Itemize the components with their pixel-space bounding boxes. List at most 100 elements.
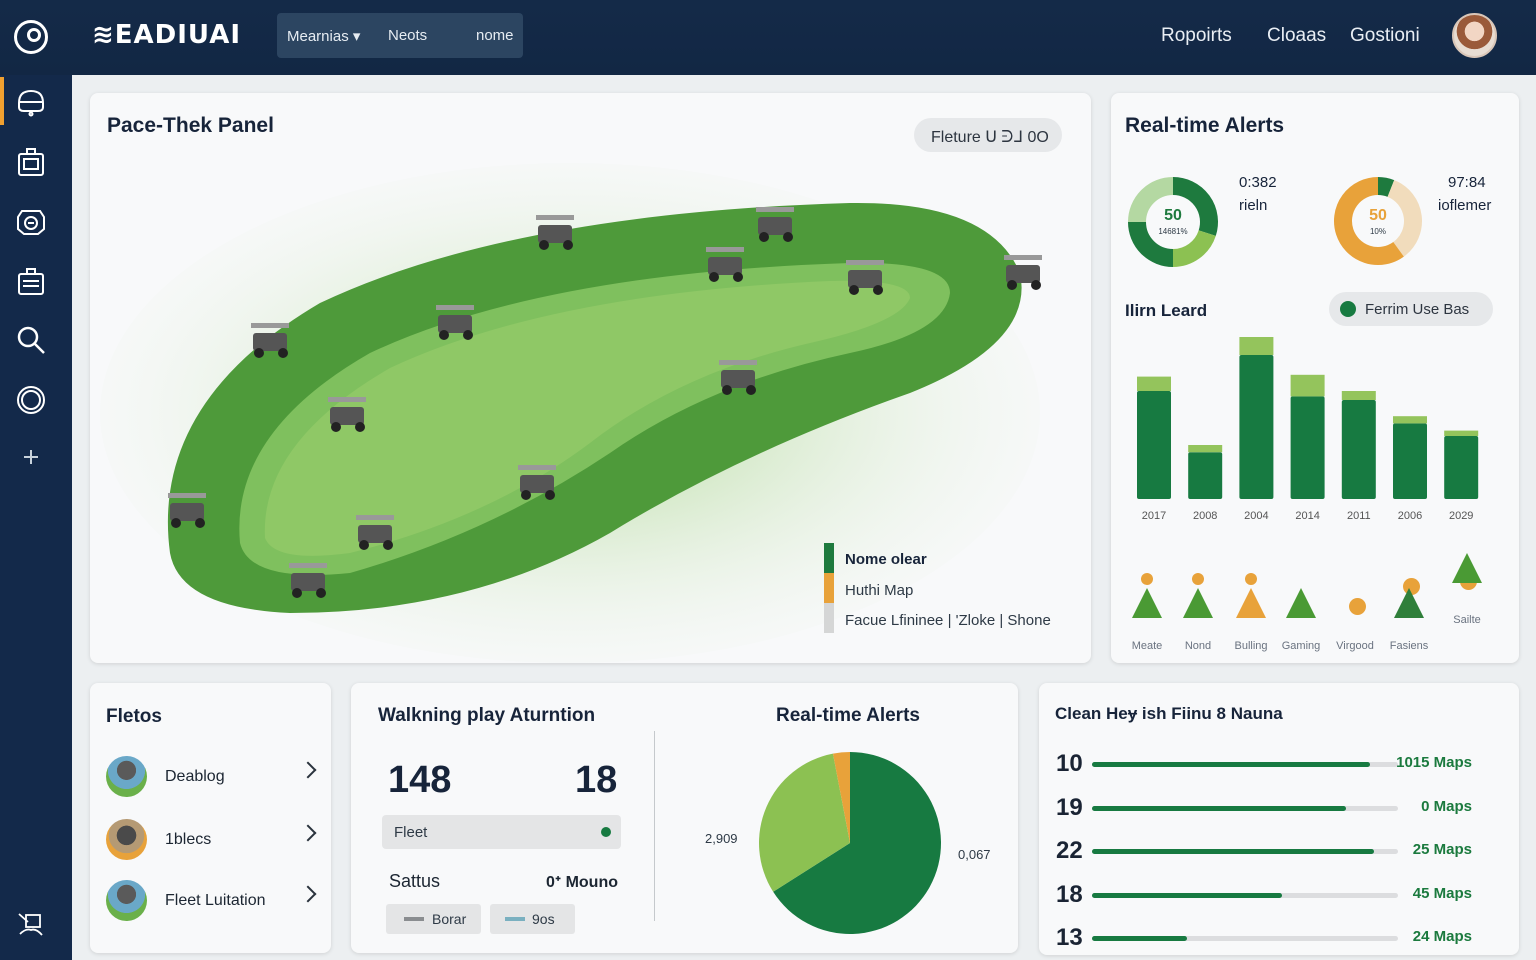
donut-side-value: 97:84 [1448,174,1486,191]
bar-base[interactable] [1239,355,1274,499]
category-icon-item[interactable]: Fasiens [1389,548,1429,652]
pie-label-left: 2,909 [705,831,738,846]
golf-cart-marker[interactable] [998,253,1050,293]
bar-chart-legend-pill[interactable]: Ferrim Use Bas [1329,292,1493,326]
donut-chart-orange[interactable] [1333,176,1423,266]
x-tick-label: 2029 [1449,510,1473,522]
bar-base[interactable] [1341,400,1376,499]
category-label: Gaming [1281,640,1321,652]
row-value: 25 Maps [1412,841,1472,858]
progress-row: 18 45 Maps [1056,881,1496,911]
fleet-cart-avatar [106,819,147,860]
dot-icon [1141,573,1153,585]
user-avatar[interactable] [1452,13,1497,58]
donut-chart-green[interactable] [1127,176,1219,268]
bar-base[interactable] [1393,423,1427,499]
link-cloaas[interactable]: Cloaas [1267,25,1327,46]
progress-row: 19 0 Maps [1056,794,1496,824]
pie-title: Real-time Alerts [776,705,920,726]
chip-borar[interactable]: Borar [386,904,481,934]
golf-cart-marker[interactable] [162,491,214,531]
donut-segment [1128,221,1174,267]
pie-slice[interactable] [759,753,850,892]
golf-cart-marker[interactable] [713,358,765,398]
bar-top[interactable] [1188,445,1223,453]
row-number: 10 [1056,750,1083,777]
walking-title: Walkning play Aturntion [378,705,596,726]
fleet-field[interactable]: Fleet [382,815,621,849]
category-icon-item[interactable]: Nond [1178,548,1218,652]
golf-cart-marker[interactable] [245,321,297,361]
golf-cart-marker[interactable] [283,561,335,601]
search-icon[interactable] [14,323,48,357]
fleet-label: Deablog [165,768,225,785]
golf-cart-marker[interactable] [530,213,582,253]
divider [654,731,655,921]
bar-top[interactable] [1239,337,1274,355]
pie-chart[interactable] [758,751,942,935]
category-label: Nond [1184,640,1212,652]
category-icon-item[interactable]: Bulling [1231,548,1271,652]
bar-chart: 2017 2008 2004 2014 2011 2006 2029 [1137,337,1479,522]
pie-slice[interactable] [832,752,850,843]
briefcase-icon[interactable] [14,264,48,298]
status-value: 0ᐩ Mouno [546,874,618,891]
category-icon-item[interactable]: Gaming [1281,548,1321,652]
bar-top[interactable] [1393,416,1427,424]
category-icon-item[interactable]: Virgood [1335,548,1375,652]
link-reports[interactable]: Ropoirts [1161,25,1232,46]
fleet-list-item[interactable]: Fleet Luitation [106,880,318,922]
target-icon[interactable] [14,383,48,417]
progress-panel: Clean Heɏ ish Fiinu 8 Nauna [1039,683,1519,955]
link-gostioni[interactable]: Gostioni [1350,25,1420,46]
legend-swatch-green [824,543,834,573]
progress-fill [1092,762,1371,767]
legend-swatch-gray [824,603,834,633]
golf-cart-marker[interactable] [750,205,802,245]
golf-cart-marker[interactable] [430,303,482,343]
category-icon-item[interactable]: Meate [1127,548,1167,652]
bar-top[interactable] [1290,374,1325,397]
fleet-list-item[interactable]: Deablog [106,756,318,798]
donut-center-sub: 10% [1369,227,1386,236]
golf-cart-marker[interactable] [322,395,374,435]
tab-mearnias[interactable]: Mearnias ▾ [287,28,361,45]
screen-share-icon[interactable] [14,908,48,942]
donut-side-label: ioflemer [1438,197,1492,214]
donut-side-label: rieln [1239,197,1268,214]
bar-base[interactable] [1444,436,1479,499]
tree-icon [1286,588,1316,618]
fleets-title: Fletos [106,706,162,727]
bar-top[interactable] [1444,430,1479,436]
bar-top[interactable] [1341,391,1376,400]
cloud-icon[interactable] [14,85,48,119]
tree-icon [1236,588,1266,618]
progress-track [1092,805,1398,811]
golf-cart-marker[interactable] [840,258,892,298]
chip-9os[interactable]: 9os [490,904,575,934]
progress-track [1092,936,1398,941]
course-map[interactable] [90,153,1091,663]
pie-slice[interactable] [773,752,941,934]
bar-top[interactable] [1137,376,1171,391]
tab-neots[interactable]: Neots [388,27,428,44]
camera-icon[interactable] [14,204,48,238]
donut-segment [1172,229,1216,267]
filter-pill[interactable]: Fleture ᑌ ᕭᒧ 0O [914,118,1062,152]
golf-cart-marker[interactable] [350,513,402,553]
progress-fill [1092,936,1187,941]
row-number: 22 [1056,837,1083,864]
golf-cart-marker[interactable] [700,245,752,285]
dot-icon [1349,598,1366,615]
help-icon[interactable] [14,20,48,54]
tab-nome[interactable]: nome [476,27,514,44]
fleet-list-item[interactable]: 1blecs [106,819,318,861]
bar-base[interactable] [1137,391,1171,499]
bar-chart-title: Ilirn Leard [1125,301,1208,320]
plus-icon[interactable] [14,440,48,474]
category-icon-item[interactable]: Sailte [1447,548,1487,648]
cart-icon[interactable] [14,145,48,179]
golf-cart-marker[interactable] [512,463,564,503]
bar-base[interactable] [1290,396,1325,499]
bar-base[interactable] [1188,452,1223,499]
